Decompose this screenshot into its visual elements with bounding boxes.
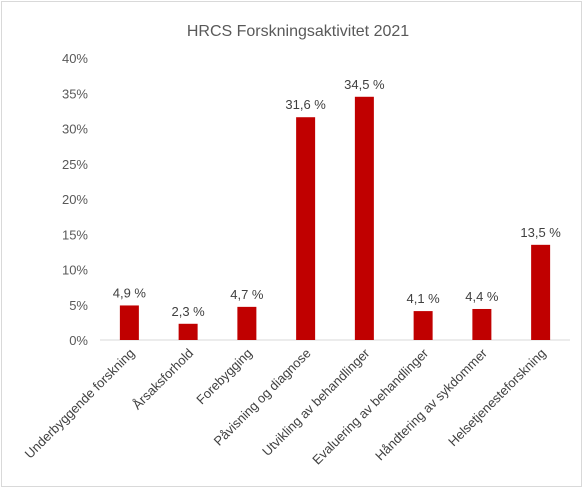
category-label: Utvikling av behandlinger [259, 345, 373, 459]
data-label: 31,6 % [285, 97, 326, 112]
y-axis: 0% 5% 10% 15% 20% 25% 30% 35% 40% [62, 51, 88, 348]
data-label: 2,3 % [172, 304, 206, 319]
category-label: Årsaksforhold [129, 346, 196, 413]
data-label: 4,1 % [407, 291, 441, 306]
data-label: 4,4 % [465, 289, 499, 304]
category-label: Underbyggende forskning [22, 346, 138, 462]
y-tick-label: 5% [69, 298, 88, 313]
bar [237, 306, 257, 340]
bar [119, 305, 139, 340]
category-label: Evaluering av behandlinger [309, 345, 431, 467]
category-label: Påvisning og diagnose [211, 346, 314, 449]
data-label: 34,5 % [344, 77, 385, 92]
category-label: Håndtering av sykdommer [372, 345, 490, 463]
y-tick-label: 25% [62, 157, 88, 172]
y-tick-label: 40% [62, 51, 88, 66]
bar [178, 323, 198, 340]
y-tick-label: 30% [62, 122, 88, 137]
bar [296, 117, 316, 340]
y-tick-label: 10% [62, 263, 88, 278]
y-tick-label: 15% [62, 227, 88, 242]
category-label: Forebygging [193, 346, 255, 408]
data-label: 13,5 % [520, 225, 561, 240]
bar [354, 96, 374, 341]
data-labels: 4,9 % 2,3 % 4,7 % 31,6 % 34,5 % 4,1 % 4,4 % 13,… [113, 77, 562, 319]
bars [119, 96, 551, 341]
category-labels: Underbyggende forskningÅrsaksforholdFore… [22, 345, 549, 467]
y-tick-label: 35% [62, 86, 88, 101]
chart-title: HRCS Forskningsaktivitet 2021 [187, 23, 409, 40]
data-label: 4,9 % [113, 285, 147, 300]
bar [531, 244, 551, 340]
bar [413, 311, 433, 340]
data-label: 4,7 % [230, 287, 264, 302]
category-label: Helsetjenesteforskning [445, 346, 549, 450]
y-tick-label: 0% [69, 333, 88, 348]
y-tick-label: 20% [62, 192, 88, 207]
bar [472, 308, 492, 340]
